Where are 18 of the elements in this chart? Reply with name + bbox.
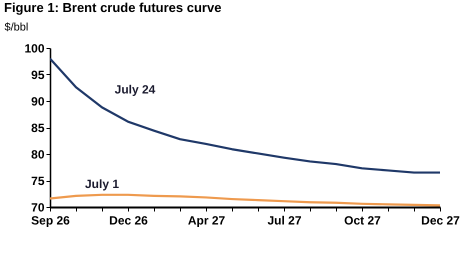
x-tick-label: Jul 27 xyxy=(267,214,302,228)
y-tick-label: 85 xyxy=(31,121,45,135)
y-tick-label: 70 xyxy=(31,200,45,214)
x-tick-label: Sep 26 xyxy=(31,214,70,228)
x-tick-label: Apr 27 xyxy=(188,214,226,228)
line-series xyxy=(50,58,440,174)
series-label: July 1 xyxy=(84,176,120,191)
x-tick-label: Oct 27 xyxy=(344,214,382,228)
y-axis-title: $/bbl xyxy=(4,22,28,34)
y-tick-label: 95 xyxy=(31,68,45,82)
y-tick-label: 90 xyxy=(31,94,45,108)
chart-title: Figure 1: Brent crude futures curve xyxy=(4,0,222,15)
y-tick-label: 80 xyxy=(31,148,45,162)
x-tick-label: Dec 27 xyxy=(421,214,460,228)
series-label: July 24 xyxy=(114,82,156,96)
x-tick-label: Dec 26 xyxy=(109,214,148,228)
y-tick-label: 75 xyxy=(31,174,45,188)
y-tick-label: 100 xyxy=(24,42,45,56)
